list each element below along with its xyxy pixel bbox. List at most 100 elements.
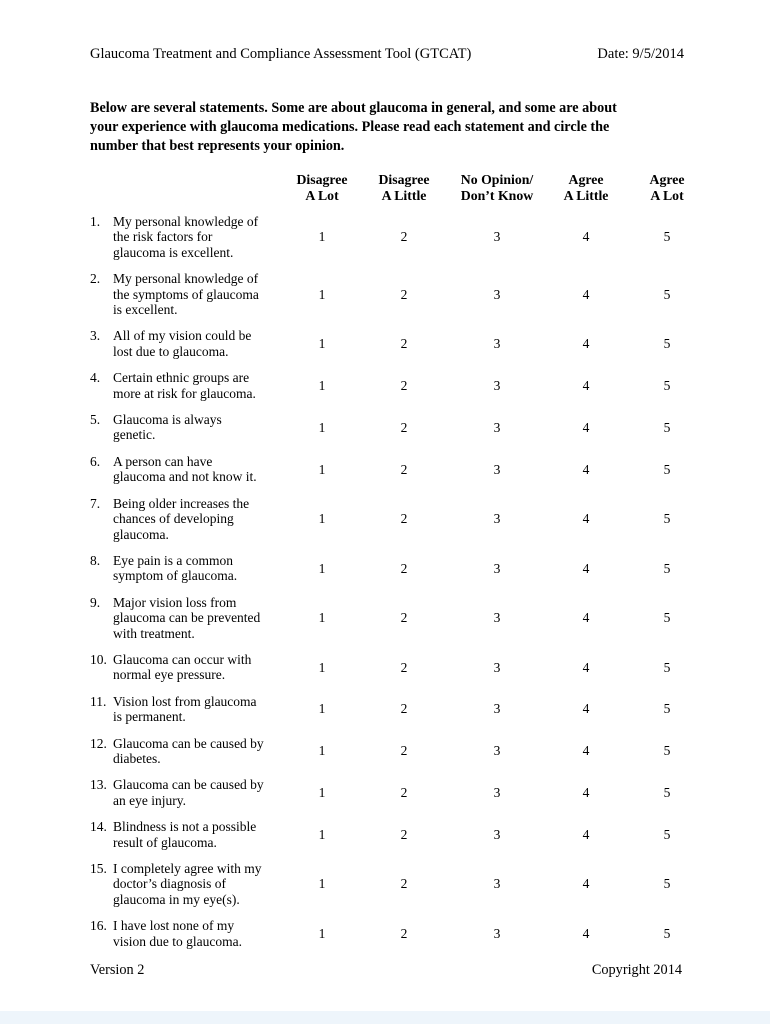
scale-option-5[interactable]: 5	[663, 419, 671, 435]
scale-option-4[interactable]: 4	[582, 377, 590, 393]
scale-option-3[interactable]: 3	[493, 286, 501, 302]
scale-option-3[interactable]: 3	[493, 461, 501, 477]
scale-option-1[interactable]: 1	[318, 659, 326, 675]
scale-option-1[interactable]: 1	[318, 461, 326, 477]
scale-option-5[interactable]: 5	[663, 659, 671, 675]
scale-option-4[interactable]: 4	[582, 511, 590, 527]
question-row-14: 14. Blindness is not a possible result of …	[90, 819, 712, 850]
scale-option-4[interactable]: 4	[582, 560, 590, 576]
scale-option-3[interactable]: 3	[493, 560, 501, 576]
scale-option-4[interactable]: 4	[582, 229, 590, 245]
scale-option-3[interactable]: 3	[493, 785, 501, 801]
scale-option-5[interactable]: 5	[663, 286, 671, 302]
scale-option-2[interactable]: 2	[400, 743, 408, 759]
scale-option-5[interactable]: 5	[663, 229, 671, 245]
scale-option-2[interactable]: 2	[400, 701, 408, 717]
scale-option-2[interactable]: 2	[400, 461, 408, 477]
scale-option-1[interactable]: 1	[318, 610, 326, 626]
scale-option-5[interactable]: 5	[663, 511, 671, 527]
scale-option-4[interactable]: 4	[582, 659, 590, 675]
scale-option-5[interactable]: 5	[663, 785, 671, 801]
scale-option-3[interactable]: 3	[493, 377, 501, 393]
scale-option-4[interactable]: 4	[582, 925, 590, 941]
scale-option-1[interactable]: 1	[318, 419, 326, 435]
question-statement: 8. Eye pain is a common symptom of glaucom…	[90, 553, 280, 584]
scale-option-5[interactable]: 5	[663, 826, 671, 842]
scale-option-3[interactable]: 3	[493, 876, 501, 892]
scale-option-2[interactable]: 2	[400, 229, 408, 245]
scale-option-5[interactable]: 5	[663, 461, 671, 477]
question-text: Glaucoma can be caused by diabetes.	[113, 735, 264, 766]
question-statement: 11. Vision lost from glaucoma is permanent…	[90, 694, 280, 725]
scale-option-2[interactable]: 2	[400, 336, 408, 352]
scale-option-3[interactable]: 3	[493, 511, 501, 527]
scale-option-2[interactable]: 2	[400, 785, 408, 801]
question-text: My personal knowledge of the symptoms of …	[113, 271, 259, 318]
question-statement: 1. My personal knowledge of the risk facto…	[90, 214, 280, 260]
scale-option-1[interactable]: 1	[318, 876, 326, 892]
scale-option-5[interactable]: 5	[663, 925, 671, 941]
scale-option-3[interactable]: 3	[493, 659, 501, 675]
question-text: A person can have glaucoma and not know i…	[113, 453, 257, 485]
scale-option-2[interactable]: 2	[400, 659, 408, 675]
scale-option-3[interactable]: 3	[493, 701, 501, 717]
scale-option-1[interactable]: 1	[318, 785, 326, 801]
scale-option-5[interactable]: 5	[663, 377, 671, 393]
scale-option-4[interactable]: 4	[582, 876, 590, 892]
scale-option-1[interactable]: 1	[318, 560, 326, 576]
scale-option-4[interactable]: 4	[582, 286, 590, 302]
scale-option-4[interactable]: 4	[582, 336, 590, 352]
scale-option-1[interactable]: 1	[318, 826, 326, 842]
scale-option-5[interactable]: 5	[663, 610, 671, 626]
scale-option-2[interactable]: 2	[400, 560, 408, 576]
scale-option-4[interactable]: 4	[582, 743, 590, 759]
scale-option-1[interactable]: 1	[318, 925, 326, 941]
question-row-10: 10. Glaucoma can occur with normal eye pre…	[90, 652, 712, 683]
scale-option-4[interactable]: 4	[582, 785, 590, 801]
scale-option-5[interactable]: 5	[663, 743, 671, 759]
scale-option-4[interactable]: 4	[582, 461, 590, 477]
scale-option-1[interactable]: 1	[318, 229, 326, 245]
scale-option-3[interactable]: 3	[493, 419, 501, 435]
scale-option-1[interactable]: 1	[318, 377, 326, 393]
scale-option-4[interactable]: 4	[582, 419, 590, 435]
scale-option-2[interactable]: 2	[400, 419, 408, 435]
scale-option-2[interactable]: 2	[400, 925, 408, 941]
scale-option-1[interactable]: 1	[318, 511, 326, 527]
table-header-row: Disagree A Lot Disagree A Little No Opinion/…	[90, 172, 712, 204]
scale-option-3[interactable]: 3	[493, 925, 501, 941]
scale-option-3[interactable]: 3	[493, 229, 501, 245]
question-number: 2.	[90, 271, 101, 287]
scale-option-4[interactable]: 4	[582, 826, 590, 842]
scale-option-3[interactable]: 3	[493, 610, 501, 626]
scale-option-3[interactable]: 3	[493, 336, 501, 352]
scale-option-2[interactable]: 2	[400, 826, 408, 842]
question-number: 14.	[90, 819, 107, 835]
scale-option-1[interactable]: 1	[318, 336, 326, 352]
column-header-4: Agree A Little	[563, 172, 609, 203]
scale-option-2[interactable]: 2	[400, 511, 408, 527]
scale-option-1[interactable]: 1	[318, 743, 326, 759]
scale-option-5[interactable]: 5	[663, 336, 671, 352]
scale-option-1[interactable]: 1	[318, 286, 326, 302]
question-statement: 2. My personal knowledge of the symptoms o…	[90, 271, 280, 317]
scale-option-4[interactable]: 4	[582, 610, 590, 626]
scale-option-2[interactable]: 2	[400, 377, 408, 393]
scale-option-4[interactable]: 4	[582, 701, 590, 717]
scale-option-1[interactable]: 1	[318, 701, 326, 717]
scale-option-5[interactable]: 5	[663, 560, 671, 576]
scale-option-2[interactable]: 2	[400, 610, 408, 626]
scale-option-3[interactable]: 3	[493, 826, 501, 842]
question-row-13: 13. Glaucoma can be caused by an eye injur…	[90, 777, 712, 808]
scale-option-5[interactable]: 5	[663, 701, 671, 717]
question-number: 15.	[90, 861, 107, 876]
scale-option-3[interactable]: 3	[493, 743, 501, 759]
scale-option-2[interactable]: 2	[400, 286, 408, 302]
question-statement: 6. A person can have glaucoma and not know…	[90, 454, 280, 485]
scale-option-2[interactable]: 2	[400, 876, 408, 892]
question-number: 9.	[90, 594, 101, 610]
question-text: Blindness is not a possible result of gla…	[113, 819, 257, 850]
question-text: Eye pain is a common symptom of glaucoma.	[113, 552, 238, 584]
scale-option-5[interactable]: 5	[663, 876, 671, 892]
question-row-9: 9. Major vision loss from glaucoma can be …	[90, 595, 712, 641]
